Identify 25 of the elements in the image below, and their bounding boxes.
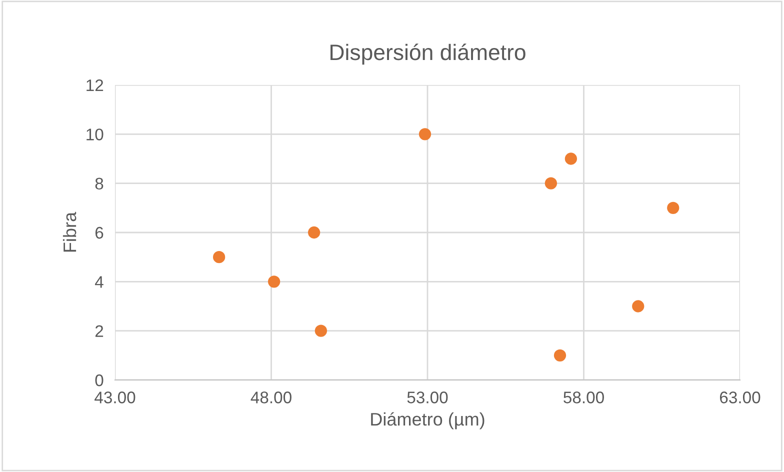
x-tick-label: 43.00 xyxy=(94,392,136,404)
x-tick-label: 63.00 xyxy=(720,392,760,404)
y-tick-label: 8 xyxy=(95,178,104,190)
point xyxy=(308,226,320,239)
y-tick-label: 12 xyxy=(86,79,104,92)
y-tick-label: 6 xyxy=(95,226,104,239)
x-tick-label: 53.00 xyxy=(407,392,448,404)
chart-title: Dispersión diámetro xyxy=(330,44,526,65)
x-tick-label: 58.00 xyxy=(564,392,604,404)
x-tick-label: 48.00 xyxy=(250,392,292,404)
point xyxy=(564,152,578,165)
point xyxy=(632,300,644,312)
point xyxy=(554,349,566,362)
point xyxy=(418,128,432,140)
point xyxy=(268,276,280,288)
point xyxy=(314,324,328,337)
point xyxy=(212,251,226,264)
y-tick-label: 2 xyxy=(95,325,104,337)
point xyxy=(667,202,680,214)
y-axis-title: Fibra xyxy=(62,212,76,252)
y-tick-label: 0 xyxy=(95,374,104,386)
point xyxy=(544,177,558,190)
y-tick-label: 10 xyxy=(86,128,104,140)
y-tick-label: 4 xyxy=(95,276,104,288)
x-axis-title: Diámetro (µm) xyxy=(371,412,484,430)
